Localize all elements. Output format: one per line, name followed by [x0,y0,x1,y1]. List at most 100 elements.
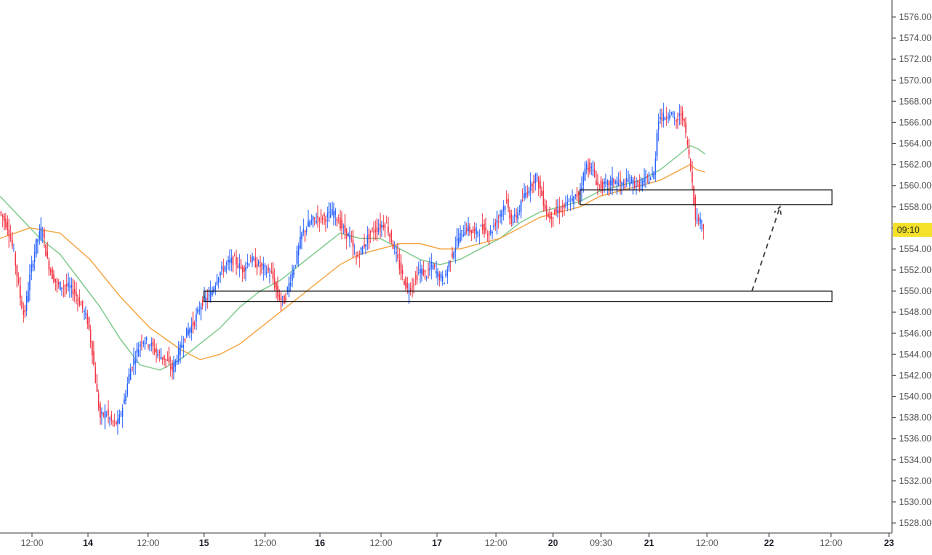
candle-body [379,223,381,230]
candle [318,216,320,233]
y-tick-label: 1532.000 [899,476,932,486]
candle [58,278,60,289]
candle-body [27,290,29,302]
candle-body [139,344,141,347]
candle [254,247,256,268]
candle [219,271,221,284]
y-tick-label: 1530.000 [899,497,932,507]
candle-body [611,177,613,186]
candle-body [506,199,508,202]
candle-body [144,342,146,344]
zone-box-2[interactable] [203,290,833,303]
candle [283,294,285,305]
y-tick-label: 1544.000 [899,349,932,359]
candle-body [392,244,394,249]
candle-body [490,229,492,234]
candle-body [373,231,375,233]
candle-body [510,214,512,224]
candle [456,228,458,249]
candle [314,217,316,226]
candle [154,339,156,356]
candle-body [160,356,162,360]
candle [272,262,274,284]
candle-body [285,298,287,300]
candle-body [104,411,106,419]
candle-body [42,234,44,236]
candle [146,336,148,345]
candle-body [597,182,599,185]
candle-body [686,139,688,145]
candle-body [240,266,242,269]
candle-body [150,342,152,346]
candle-body [109,418,111,419]
candle [122,404,124,428]
candle-body [19,285,21,299]
candle-body [642,181,644,187]
candle-body [291,272,293,281]
candle [474,222,476,239]
candle-body [226,262,228,265]
candle-body [13,248,15,250]
candle [530,172,532,203]
candle-body [482,223,484,230]
candle [654,151,656,182]
candle [246,253,248,269]
candle [445,269,447,278]
candle [565,195,567,209]
candle-body [83,311,85,312]
candle-body [22,310,24,316]
candle [566,194,568,212]
candle [510,209,512,227]
candle [250,254,252,263]
candle [555,199,557,217]
candle [334,207,336,226]
candle-body [206,298,208,300]
candle-body [122,408,124,417]
candle-body [306,228,308,232]
candle-body [454,247,456,253]
candle-body [350,239,352,241]
candle [354,243,356,256]
candle [373,221,375,242]
candle [205,290,207,312]
candle-body [573,196,575,205]
candle-body [170,366,172,369]
candle [363,233,365,249]
candle-body [522,199,524,201]
candle [10,224,12,242]
candle [362,245,364,255]
candle-body [398,260,400,270]
candle-body [14,252,16,266]
candle-body [186,327,188,338]
candle [509,206,511,225]
candle [360,247,362,255]
zone-box-1[interactable] [579,189,833,206]
candle [179,341,181,364]
candle-body [693,186,695,205]
candle-body [312,216,314,221]
candle [35,238,37,258]
candle-body [40,227,42,239]
candle-body [162,357,164,360]
candle [694,194,696,227]
moving-average-line-2 [0,163,706,361]
candle [688,138,690,159]
candle-body [114,419,116,421]
candle [480,224,482,227]
candle [642,178,644,192]
candle-body [678,113,680,117]
y-tick-label: 1542.000 [899,370,932,380]
candle-body [130,368,132,381]
candle-body [438,274,440,280]
candle-body [616,180,618,184]
candle [237,256,239,269]
candle [18,272,20,286]
candle [533,174,535,193]
y-tick-label: 1540.000 [899,392,932,402]
candle [293,265,295,279]
candle-body [101,411,103,414]
candle-body [502,206,504,212]
candle-body [662,112,664,121]
y-tick-label: 1566.000 [899,117,932,127]
